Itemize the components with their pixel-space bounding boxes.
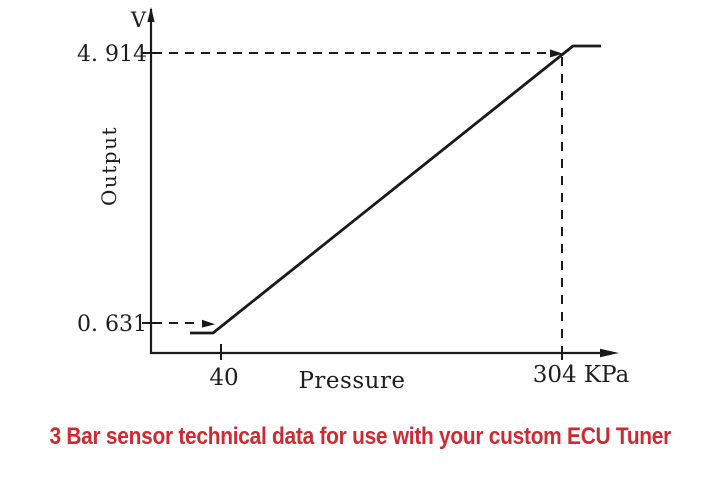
x-tick-low-label: 40: [209, 365, 238, 391]
reference-lines: [153, 49, 563, 350]
caption-row: 3 Bar sensor technical data for use with…: [0, 419, 720, 455]
sensor-output-curve: [190, 44, 601, 335]
x-axis: [150, 344, 619, 360]
caption-text: 3 Bar sensor technical data for use with…: [49, 423, 671, 450]
dashed-line-4914-arrow-icon: [550, 49, 563, 58]
y-axis-arrow-icon: [147, 7, 155, 22]
y-axis-title: Output: [97, 126, 121, 206]
y-axis-unit-label: V: [130, 8, 147, 32]
sensor-output-chart: V 4. 914 0. 631 Output 40 304 KPa Pressu…: [77, 7, 630, 394]
x-axis-title: Pressure: [298, 368, 405, 394]
x-tick-high-label: 304 KPa: [533, 362, 630, 388]
x-axis-arrow-icon: [600, 348, 619, 358]
y-tick-high-label: 4. 914: [77, 42, 147, 67]
dashed-line-0631-arrow-icon: [202, 319, 215, 328]
y-tick-low-label: 0. 631: [77, 312, 147, 337]
